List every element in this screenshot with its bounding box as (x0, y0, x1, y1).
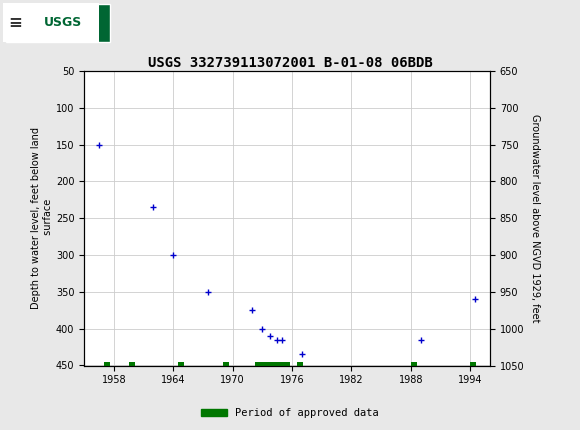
Y-axis label: Groundwater level above NGVD 1929, feet: Groundwater level above NGVD 1929, feet (530, 114, 540, 322)
Text: ≡USGS: ≡USGS (12, 15, 71, 30)
Bar (6, 3, 110, 42)
Bar (255, 362, 290, 369)
Text: USGS: USGS (44, 16, 82, 29)
Bar (470, 362, 476, 369)
Bar (129, 362, 135, 369)
Text: USGS 332739113072001 B-01-08 06BDB: USGS 332739113072001 B-01-08 06BDB (148, 56, 432, 70)
Bar (223, 362, 229, 369)
Bar (297, 362, 303, 369)
Bar (104, 362, 110, 369)
Bar (411, 362, 417, 369)
Legend: Period of approved data: Period of approved data (197, 404, 383, 423)
Y-axis label: Depth to water level, feet below land
 surface: Depth to water level, feet below land su… (31, 127, 53, 309)
Bar (178, 362, 184, 369)
Text: ≡: ≡ (9, 14, 23, 31)
Bar (3, 3, 99, 42)
